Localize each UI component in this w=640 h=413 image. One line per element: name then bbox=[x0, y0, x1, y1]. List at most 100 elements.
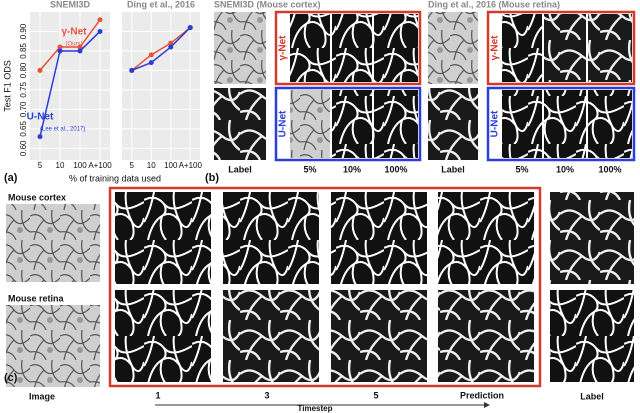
y-tick-label: 0.85 bbox=[19, 43, 28, 59]
column-label: 100% bbox=[598, 164, 621, 174]
frame bbox=[486, 86, 636, 162]
column-label: Image bbox=[29, 391, 55, 401]
point bbox=[77, 44, 83, 50]
column-label: 10% bbox=[556, 164, 574, 174]
image bbox=[438, 192, 534, 284]
image bbox=[332, 14, 372, 82]
annotation: (Lee et al., 2017) bbox=[40, 127, 85, 133]
image bbox=[6, 305, 100, 387]
image bbox=[115, 290, 211, 382]
point bbox=[168, 44, 174, 50]
image bbox=[374, 90, 418, 158]
y-axis-label: Test F1 ODS bbox=[2, 60, 12, 112]
point bbox=[57, 48, 63, 54]
column-label: 3 bbox=[264, 390, 269, 400]
row-label: Mouse retina bbox=[8, 293, 65, 303]
frame bbox=[274, 10, 422, 86]
point bbox=[129, 67, 135, 73]
image bbox=[115, 192, 211, 284]
image bbox=[332, 90, 372, 158]
row-label: Mouse cortex bbox=[8, 192, 66, 202]
x-tick-label: 100 bbox=[164, 161, 178, 170]
panel-letter: (b) bbox=[205, 172, 219, 184]
legend-label: γ-Net bbox=[61, 27, 87, 38]
x-tick-label: 10 bbox=[147, 161, 156, 170]
row-label: γ-Net bbox=[278, 35, 289, 61]
image bbox=[502, 90, 542, 158]
image bbox=[502, 14, 542, 82]
column-label: Label bbox=[228, 164, 252, 174]
point bbox=[77, 48, 83, 54]
x-tick-label: 10 bbox=[56, 161, 65, 170]
y-tick-label: 0.80 bbox=[19, 62, 28, 78]
x-tick-label: A+100 bbox=[88, 161, 112, 170]
point bbox=[37, 134, 43, 140]
x-axis-label: % of training data used bbox=[69, 173, 161, 183]
arrow-head bbox=[484, 402, 490, 408]
image bbox=[544, 90, 586, 158]
column-label: Label bbox=[580, 391, 604, 401]
x-tick-label: 5 bbox=[130, 161, 135, 170]
x-tick-label: 100 bbox=[73, 161, 87, 170]
frame bbox=[486, 10, 636, 86]
image bbox=[331, 192, 427, 284]
line bbox=[131, 26, 191, 72]
frame bbox=[108, 186, 542, 388]
image bbox=[214, 12, 266, 84]
column-label: 5% bbox=[303, 164, 316, 174]
column-label: Prediction bbox=[460, 390, 504, 400]
row-label: U-Net bbox=[278, 110, 289, 137]
image bbox=[223, 290, 319, 382]
chart-title: Ding et al., 2016 bbox=[127, 0, 195, 9]
annotation: (Ours) bbox=[66, 42, 83, 48]
panel-letter: (a) bbox=[4, 172, 18, 184]
panel-title: SNEMI3D (Mouse cortex) bbox=[214, 0, 321, 9]
point bbox=[57, 44, 63, 50]
point bbox=[97, 28, 103, 34]
image bbox=[428, 12, 478, 84]
point bbox=[148, 60, 154, 66]
legend-label: U-Net bbox=[27, 112, 54, 123]
column-label: 10% bbox=[343, 164, 361, 174]
plot-background bbox=[30, 12, 110, 160]
column-label: 5% bbox=[515, 164, 528, 174]
axis-label: Timestep bbox=[298, 404, 333, 413]
image bbox=[428, 88, 478, 160]
point bbox=[148, 52, 154, 58]
frame bbox=[274, 86, 422, 162]
image bbox=[331, 290, 427, 382]
y-tick-label: 0.90 bbox=[19, 23, 28, 39]
image bbox=[374, 14, 418, 82]
x-tick-label: A+100 bbox=[179, 161, 203, 170]
point bbox=[97, 17, 103, 23]
panel-letter: (c) bbox=[4, 372, 18, 384]
image bbox=[550, 192, 634, 284]
image bbox=[6, 204, 100, 282]
image bbox=[550, 290, 634, 382]
line bbox=[39, 19, 101, 71]
y-tick-label: 0.65 bbox=[19, 121, 28, 137]
image bbox=[223, 192, 319, 284]
image bbox=[588, 14, 632, 82]
image bbox=[438, 290, 534, 382]
point bbox=[37, 67, 43, 73]
point bbox=[187, 25, 193, 31]
point bbox=[168, 40, 174, 46]
y-tick-label: 0.60 bbox=[19, 140, 28, 156]
line bbox=[39, 30, 101, 137]
y-tick-label: 0.75 bbox=[19, 82, 28, 98]
chart-title: SNEMI3D bbox=[50, 0, 91, 9]
y-tick-label: 0.70 bbox=[19, 101, 28, 117]
column-label: 1 bbox=[155, 390, 160, 400]
column-label: 5 bbox=[373, 390, 378, 400]
line bbox=[131, 27, 191, 72]
column-label: Label bbox=[441, 164, 465, 174]
row-label: γ-Net bbox=[490, 35, 501, 61]
panel-title: Ding et al., 2016 (Mouse retina) bbox=[428, 0, 560, 9]
x-tick-label: 5 bbox=[38, 161, 43, 170]
plot-background bbox=[122, 12, 200, 160]
image bbox=[544, 14, 586, 82]
row-label: U-Net bbox=[490, 110, 501, 137]
image bbox=[290, 14, 330, 82]
